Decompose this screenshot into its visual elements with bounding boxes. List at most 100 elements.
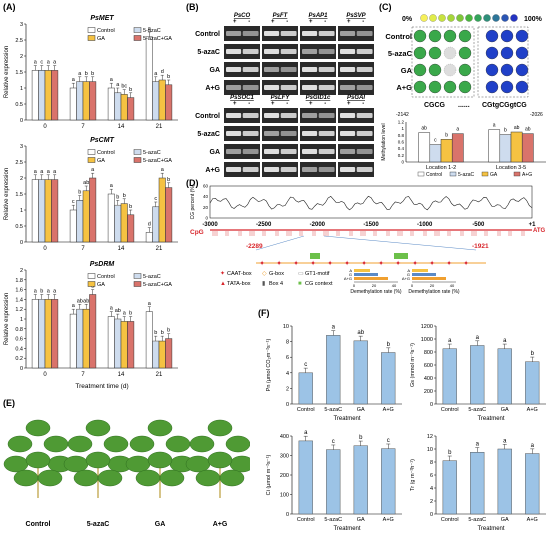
gel-lane-background <box>262 108 298 123</box>
cpg-label: CpG <box>190 229 204 236</box>
significance-letter: c <box>154 196 157 202</box>
significance-letter: a <box>493 123 496 129</box>
y-tick-label: 0 <box>20 118 23 124</box>
gel-band <box>264 31 280 36</box>
plant-leaflet <box>85 451 111 469</box>
x-tick-label: 0 <box>43 372 47 378</box>
y-tick-label: 2.5 <box>15 38 23 44</box>
gel-band <box>226 85 242 90</box>
plant-photo-label: Control <box>26 521 51 528</box>
bar <box>152 81 160 121</box>
y-tick-label: 0 <box>430 402 433 408</box>
significance-letter: d <box>161 69 164 75</box>
significance-letter: ab <box>77 298 83 304</box>
gel-band <box>226 113 242 118</box>
gel-band <box>242 149 259 154</box>
gel-lane-background <box>338 62 374 77</box>
demeth-row-label: A+G <box>402 276 410 281</box>
significance-letter: a <box>34 289 38 295</box>
cg-context-mark <box>310 253 320 259</box>
methyl-dot <box>428 46 442 60</box>
significance-letter: b <box>531 351 535 357</box>
y-tick-label: 0.4 <box>398 146 405 151</box>
legend-entry: 5-azaC <box>458 172 475 178</box>
gel-gene-label: PsFT <box>273 13 289 19</box>
gel-band <box>318 167 335 172</box>
y-tick-label: 1000 <box>421 337 433 343</box>
demeth-tick-label: 40 <box>450 283 455 288</box>
bar <box>31 299 39 369</box>
legend-entry: CG context <box>305 281 333 287</box>
legend-entry: Control <box>97 28 115 34</box>
x-tick-label: 0 <box>43 124 47 130</box>
gel-band <box>302 49 318 54</box>
gel-band <box>340 149 356 154</box>
y-tick-label: 0.2 <box>15 356 23 362</box>
gel-band <box>264 167 280 172</box>
legend-entry: CAAT-box <box>227 271 252 277</box>
significance-letter: a <box>503 338 507 344</box>
caat-box-mark: ✦ <box>395 260 401 268</box>
demeth-tick-label: 40 <box>392 283 397 288</box>
gel-minus-sign: - <box>286 101 288 107</box>
y-tick-label: 0.6 <box>15 337 23 343</box>
gel-lane-background <box>300 80 336 95</box>
legend-swatch <box>87 27 96 33</box>
legend-swatch <box>87 35 96 41</box>
demeth-tick-label: 0 <box>411 283 414 288</box>
plant-leaflet <box>207 451 233 469</box>
scale-dot <box>429 14 437 22</box>
gel-lane-background <box>224 44 260 59</box>
gel-minus-sign: - <box>324 19 326 25</box>
bar <box>353 340 368 405</box>
plant-leaflet <box>13 469 39 487</box>
y-tick-label: 1.2 <box>15 307 23 313</box>
demeth-bar <box>412 269 428 272</box>
gel-row-label: GA <box>210 149 221 156</box>
significance-letter: a <box>148 26 152 32</box>
demeth-bar <box>412 277 446 280</box>
methyl-row-label: Control <box>385 32 412 41</box>
gel-band <box>264 49 280 54</box>
gel-band <box>242 85 259 90</box>
gel-band <box>242 67 259 72</box>
significance-letter: b <box>504 128 507 134</box>
x-tick-label: -500 <box>472 222 485 228</box>
left-motif: CGCG <box>424 102 446 109</box>
legend-symbol: ✦ <box>220 270 225 277</box>
legend-entry: 5-azaC <box>143 28 161 34</box>
rt-pcr-gel-panel: PsCO+ -PsFT+ -PsAP1+ -PsSVP+ -Control5-azaCG… <box>195 13 374 177</box>
x-axis-label: Treatment <box>477 526 504 532</box>
demeth-row-label: A <box>407 268 410 273</box>
methyl-dot <box>485 80 499 94</box>
bar <box>89 81 97 121</box>
significance-letter: c <box>387 438 390 444</box>
gel-band <box>356 167 373 172</box>
gel-minus-sign: - <box>362 101 364 107</box>
x-tick-label: Control <box>297 517 315 523</box>
y-tick-label: 4 <box>286 371 289 377</box>
legend-entry: TATA-box <box>227 281 251 287</box>
plant-leaflet <box>225 435 250 453</box>
x-axis-label: Treatment <box>477 416 504 422</box>
y-tick-label: 6 <box>430 473 433 479</box>
cg-context-mark <box>394 253 408 259</box>
methyl-dot <box>443 29 457 43</box>
x-tick-label: 14 <box>118 124 125 130</box>
methyl-row-label: A+G <box>396 83 412 92</box>
gel-row-label: Control <box>195 31 220 38</box>
bar <box>429 144 442 163</box>
gel-gene-label: PsGAI <box>347 95 365 101</box>
bar <box>127 97 135 121</box>
methyl-dot <box>515 80 529 94</box>
methyl-dot <box>458 80 472 94</box>
y-tick-label: 10 <box>283 324 289 330</box>
methyl-dot <box>428 29 442 43</box>
plant-leaflet <box>159 469 185 487</box>
y-tick-label: 0 <box>205 216 208 221</box>
y-tick-label: 0.8 <box>398 133 405 138</box>
gel-band <box>302 131 318 136</box>
panel-label-e: (E) <box>3 398 15 408</box>
gel-band <box>264 131 280 136</box>
bar <box>152 206 160 243</box>
